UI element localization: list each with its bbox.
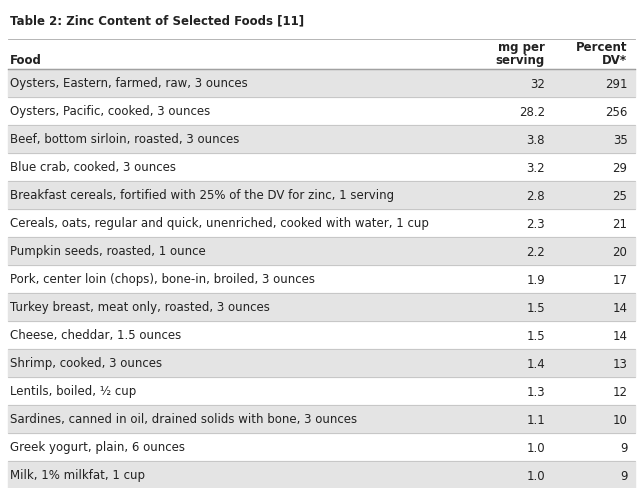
Text: 1.5: 1.5: [527, 329, 545, 342]
Text: Cereals, oats, regular and quick, unenriched, cooked with water, 1 cup: Cereals, oats, regular and quick, unenri…: [10, 217, 429, 230]
Text: 21: 21: [613, 217, 627, 230]
Text: 17: 17: [613, 273, 627, 286]
Text: Milk, 1% milkfat, 1 cup: Milk, 1% milkfat, 1 cup: [10, 468, 145, 482]
Text: Pumpkin seeds, roasted, 1 ounce: Pumpkin seeds, roasted, 1 ounce: [10, 245, 206, 258]
Text: 20: 20: [613, 245, 627, 258]
Text: 3.8: 3.8: [527, 133, 545, 146]
Text: DV*: DV*: [603, 54, 627, 67]
Text: Oysters, Eastern, farmed, raw, 3 ounces: Oysters, Eastern, farmed, raw, 3 ounces: [10, 77, 248, 90]
Text: 12: 12: [613, 385, 627, 398]
Text: 1.3: 1.3: [527, 385, 545, 398]
Bar: [8, 126, 635, 154]
Text: 1.0: 1.0: [527, 468, 545, 482]
Text: Greek yogurt, plain, 6 ounces: Greek yogurt, plain, 6 ounces: [10, 441, 185, 453]
Text: 1.5: 1.5: [527, 301, 545, 314]
Text: mg per: mg per: [498, 41, 545, 54]
Text: Percent: Percent: [576, 41, 627, 54]
Text: Beef, bottom sirloin, roasted, 3 ounces: Beef, bottom sirloin, roasted, 3 ounces: [10, 133, 240, 146]
Text: 28.2: 28.2: [519, 105, 545, 118]
Text: Sardines, canned in oil, drained solids with bone, 3 ounces: Sardines, canned in oil, drained solids …: [10, 413, 357, 426]
Text: 9: 9: [620, 441, 627, 453]
Text: Blue crab, cooked, 3 ounces: Blue crab, cooked, 3 ounces: [10, 161, 176, 174]
Text: Cheese, cheddar, 1.5 ounces: Cheese, cheddar, 1.5 ounces: [10, 329, 181, 342]
Text: 2.8: 2.8: [527, 189, 545, 202]
Text: 3.2: 3.2: [527, 161, 545, 174]
Text: Table 2: Zinc Content of Selected Foods [11]: Table 2: Zinc Content of Selected Foods …: [10, 14, 304, 27]
Bar: [8, 238, 635, 265]
Text: serving: serving: [496, 54, 545, 67]
Text: 32: 32: [530, 77, 545, 90]
Bar: [8, 349, 635, 377]
Text: 25: 25: [613, 189, 627, 202]
Text: Breakfast cereals, fortified with 25% of the DV for zinc, 1 serving: Breakfast cereals, fortified with 25% of…: [10, 189, 394, 202]
Bar: [8, 461, 635, 488]
Text: Shrimp, cooked, 3 ounces: Shrimp, cooked, 3 ounces: [10, 357, 162, 370]
Text: 35: 35: [613, 133, 627, 146]
Text: Turkey breast, meat only, roasted, 3 ounces: Turkey breast, meat only, roasted, 3 oun…: [10, 301, 270, 314]
Text: 1.4: 1.4: [527, 357, 545, 370]
Text: 1.1: 1.1: [527, 413, 545, 426]
Text: 9: 9: [620, 468, 627, 482]
Text: 13: 13: [613, 357, 627, 370]
Bar: [8, 405, 635, 433]
Text: Oysters, Pacific, cooked, 3 ounces: Oysters, Pacific, cooked, 3 ounces: [10, 105, 210, 118]
Text: 1.9: 1.9: [527, 273, 545, 286]
Text: 256: 256: [605, 105, 627, 118]
Bar: [8, 70, 635, 98]
Bar: [8, 182, 635, 209]
Text: 1.0: 1.0: [527, 441, 545, 453]
Text: 14: 14: [613, 329, 627, 342]
Text: Lentils, boiled, ½ cup: Lentils, boiled, ½ cup: [10, 385, 136, 398]
Text: 2.2: 2.2: [527, 245, 545, 258]
Text: 2.3: 2.3: [527, 217, 545, 230]
Text: 291: 291: [605, 77, 627, 90]
Text: Food: Food: [10, 54, 42, 67]
Text: 10: 10: [613, 413, 627, 426]
Text: 14: 14: [613, 301, 627, 314]
Text: 29: 29: [613, 161, 627, 174]
Bar: [8, 293, 635, 321]
Text: Pork, center loin (chops), bone-in, broiled, 3 ounces: Pork, center loin (chops), bone-in, broi…: [10, 273, 315, 286]
